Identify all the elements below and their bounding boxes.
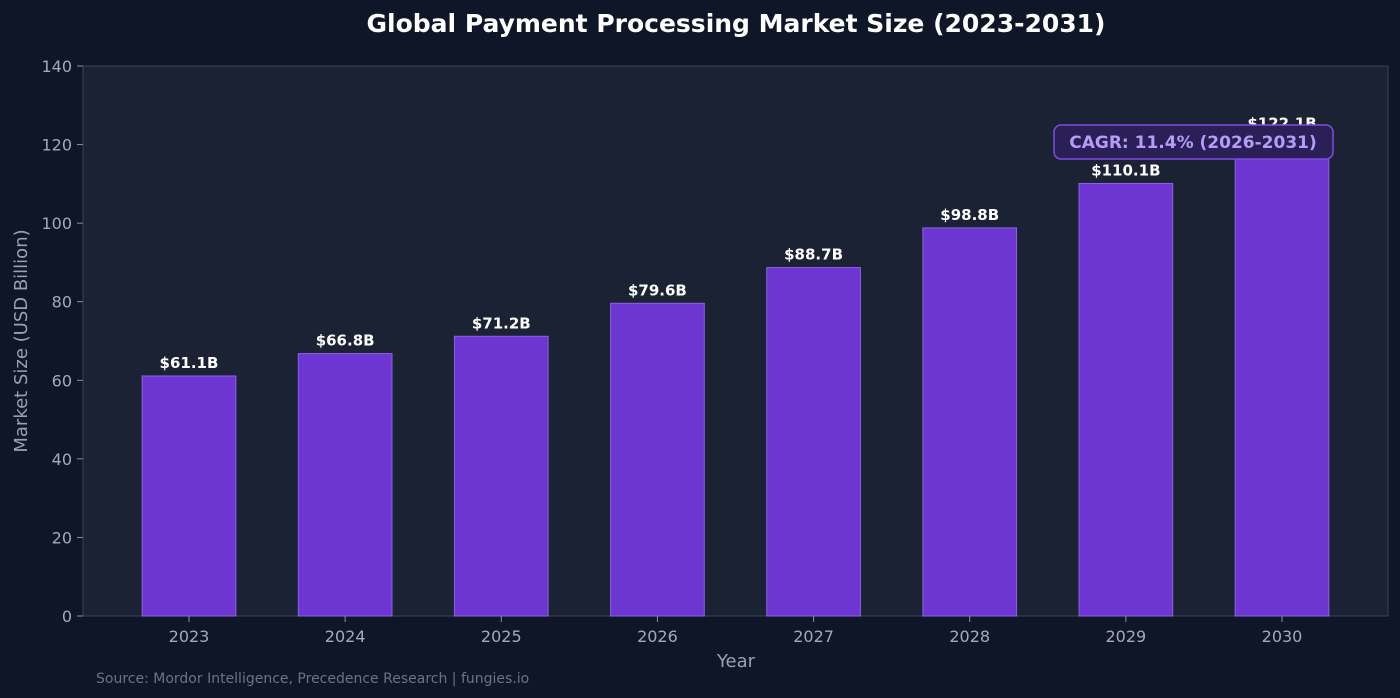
bar-series: $61.1B $66.8B $71.2B $79.6B $88.7B $98.8B $110… — [141, 114, 1330, 617]
source-text: Source: Mordor Intelligence, Precedence … — [96, 671, 529, 687]
bar-value-label: $79.6B — [628, 281, 687, 299]
x-tick-label: 2029 — [1105, 627, 1146, 646]
cagr-box — [1053, 124, 1334, 160]
x-axis-label: Year — [716, 651, 756, 672]
bar-2030 — [1234, 135, 1330, 617]
y-tick-label: 40 — [52, 450, 72, 469]
cagr-text: CAGR: 11.4% (2026-2031) — [1069, 133, 1317, 153]
x-axis: 2023 2024 2025 2026 2027 2028 2029 2030 — [169, 616, 1303, 646]
bar-2024 — [297, 353, 393, 617]
x-tick-label: 2028 — [949, 627, 990, 646]
chart-title: Global Payment Processing Market Size (2… — [367, 9, 1106, 38]
bar-2026 — [610, 302, 705, 617]
x-tick-label: 2024 — [325, 627, 366, 646]
y-axis: 0 20 40 60 80 100 120 140 — [41, 57, 83, 626]
bar-2029 — [1078, 182, 1174, 617]
bar-value-label: $110.1B — [1091, 161, 1160, 179]
y-tick-label: 140 — [41, 57, 72, 76]
y-tick-label: 100 — [41, 214, 72, 233]
bar-value-label: $98.8B — [940, 206, 999, 224]
bar-value-label: $61.1B — [160, 354, 219, 372]
y-axis-label: Market Size (USD Billion) — [11, 229, 32, 452]
y-tick-label: 20 — [52, 528, 72, 547]
y-tick-label: 0 — [62, 607, 72, 626]
y-tick-label: 60 — [52, 371, 72, 390]
bar-2025 — [453, 335, 549, 617]
x-tick-label: 2023 — [169, 627, 210, 646]
bar-2027 — [766, 267, 861, 617]
bar-value-label: $71.2B — [472, 314, 531, 332]
bar-2028 — [922, 227, 1018, 617]
bar-value-label: $88.7B — [784, 246, 843, 264]
x-tick-label: 2026 — [637, 627, 678, 646]
y-tick-label: 80 — [52, 293, 72, 312]
x-tick-label: 2027 — [793, 627, 834, 646]
cagr-annotation: CAGR: 11.4% (2026-2031) — [1053, 124, 1334, 160]
bar-2023 — [141, 375, 237, 617]
x-tick-label: 2030 — [1262, 627, 1303, 646]
x-tick-label: 2025 — [481, 627, 522, 646]
bar-value-label: $66.8B — [316, 332, 375, 350]
y-tick-label: 120 — [41, 136, 72, 155]
